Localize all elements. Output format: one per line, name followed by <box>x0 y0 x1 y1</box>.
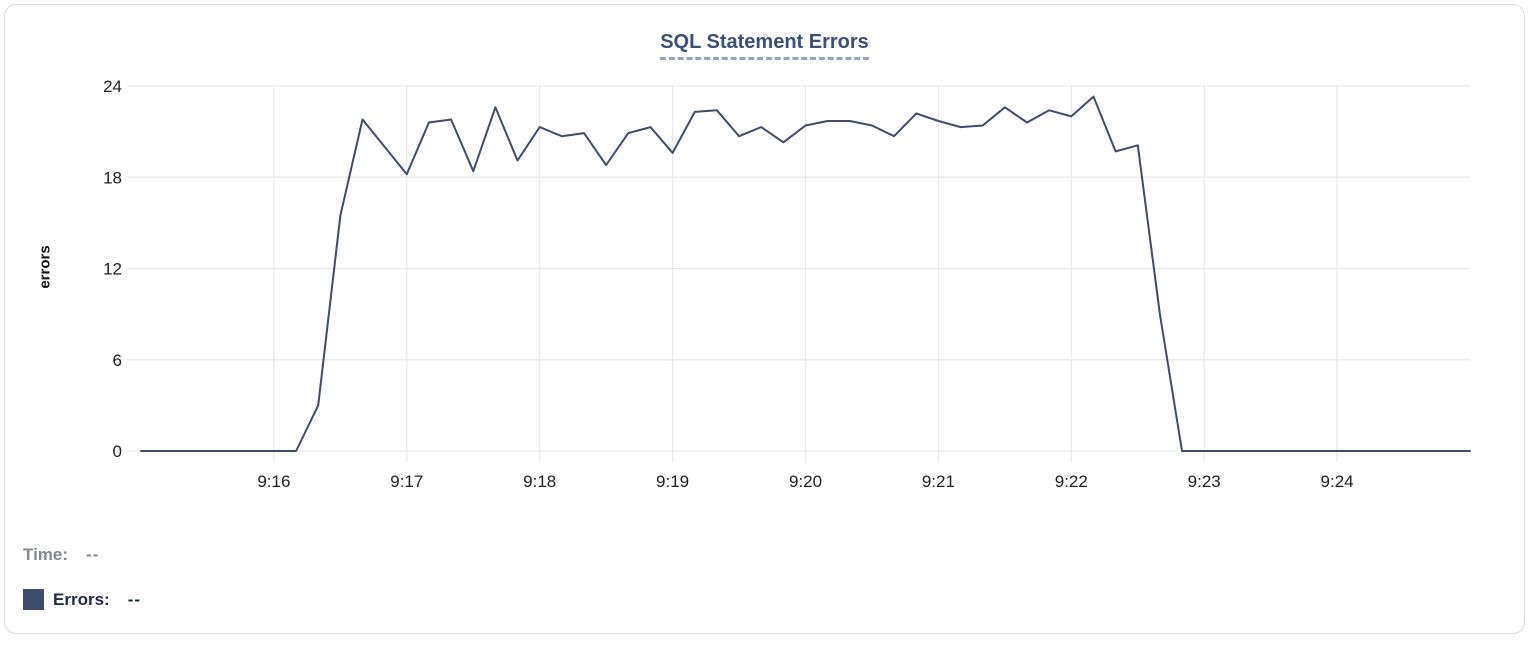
x-tick-label: 9:16 <box>257 472 290 491</box>
errors-line-series <box>140 95 1471 452</box>
y-tick-label: 24 <box>103 77 122 96</box>
time-readout: Time: -- <box>23 545 99 565</box>
y-tick-label: 18 <box>103 168 122 187</box>
chart-title[interactable]: SQL Statement Errors <box>660 31 869 60</box>
x-tick-label: 9:22 <box>1055 472 1088 491</box>
x-tick-label: 9:20 <box>789 472 822 491</box>
time-readout-value: -- <box>86 545 100 564</box>
errors-readout-label: Errors: <box>53 589 110 609</box>
x-tick-label: 9:19 <box>656 472 689 491</box>
errors-readout-value: -- <box>127 589 142 609</box>
errors-readout: Errors: -- <box>23 589 141 610</box>
x-tick-label: 9:17 <box>390 472 423 491</box>
x-tick-label: 9:21 <box>922 472 955 491</box>
errors-legend-swatch-icon <box>23 589 44 610</box>
axis-tick-labels: 0 6 12 18 24 9:16 9:17 9:18 9:19 9:20 9:21 9:22 9:23… <box>103 77 1354 491</box>
x-tick-label: 9:23 <box>1188 472 1221 491</box>
x-tick-label: 9:18 <box>523 472 556 491</box>
y-tick-label: 6 <box>113 351 122 370</box>
chart-card: SQL Statement Errors errors 0 6 12 18 24 9:16… <box>4 4 1525 634</box>
errors-line-chart[interactable]: 0 6 12 18 24 9:16 9:17 9:18 9:19 9:20 9:21 9:22 9:23… <box>5 5 1524 515</box>
chart-header: SQL Statement Errors <box>5 31 1524 60</box>
time-readout-label: Time: <box>23 545 69 564</box>
y-tick-label: 12 <box>103 260 122 279</box>
gridlines <box>127 85 1470 462</box>
y-tick-label: 0 <box>113 442 122 461</box>
x-tick-label: 9:24 <box>1321 472 1354 491</box>
